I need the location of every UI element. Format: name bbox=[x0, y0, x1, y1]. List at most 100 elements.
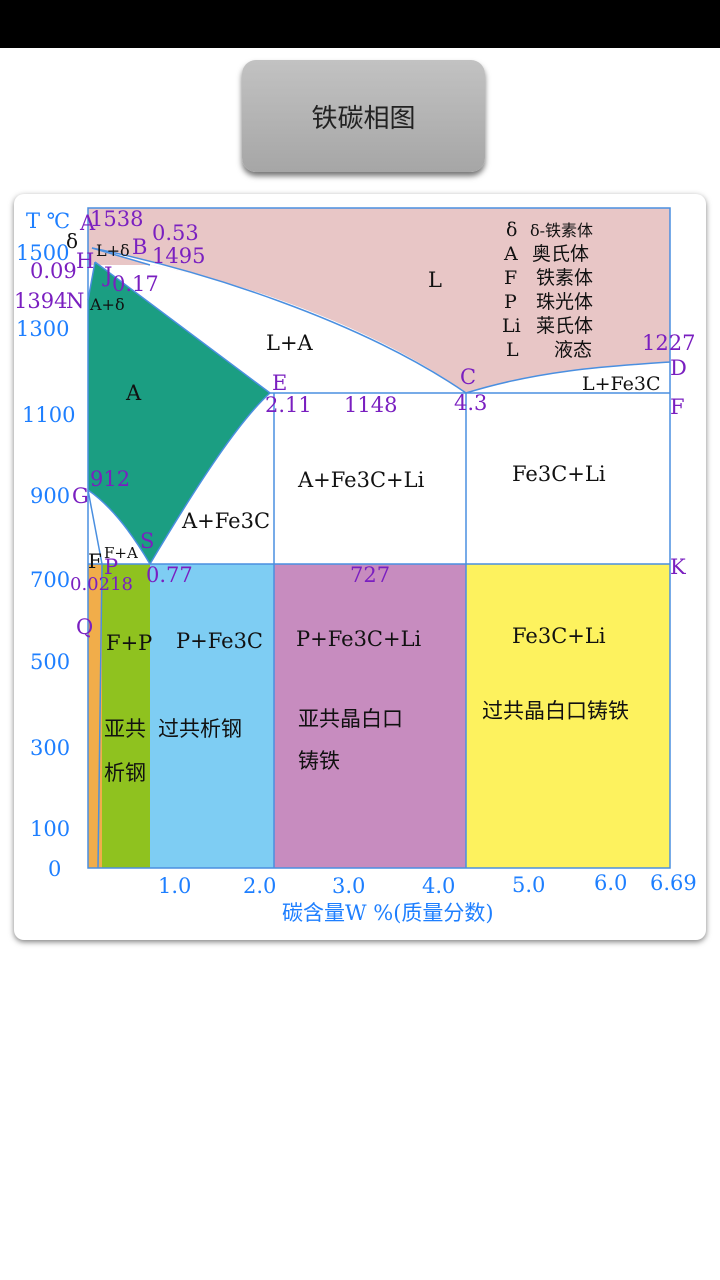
point-s: S bbox=[140, 529, 154, 553]
region-fill-p-fe3c-li bbox=[274, 564, 466, 868]
x-tick-6: 6.0 bbox=[594, 871, 627, 895]
value-1394: 1394 bbox=[14, 289, 67, 313]
point-delta: δ bbox=[66, 229, 78, 253]
value-017: 0.17 bbox=[112, 272, 159, 296]
zone-hypoeutectic-1: 亚共晶白口 bbox=[298, 707, 403, 731]
region-fill-white-liquidus bbox=[92, 248, 670, 393]
region-l-delta: L+δ bbox=[96, 241, 130, 260]
value-053: 0.53 bbox=[152, 221, 199, 245]
value-1495: 1495 bbox=[152, 244, 205, 268]
region-l-a: L+A bbox=[266, 331, 314, 355]
region-a-fe3c-li: A+Fe3C+Li bbox=[297, 468, 425, 492]
x-tick-1: 1.0 bbox=[158, 874, 191, 898]
point-f-right: F bbox=[670, 395, 685, 419]
region-a-fe3c: A+Fe3C bbox=[181, 509, 270, 533]
value-1227: 1227 bbox=[642, 331, 695, 355]
legend-desc-3: 珠光体 bbox=[536, 291, 593, 313]
value-009: 0.09 bbox=[30, 259, 77, 283]
legend-desc-1: 奥氏体 bbox=[532, 243, 589, 265]
point-a: A bbox=[79, 211, 96, 235]
legend-desc-2: 铁素体 bbox=[536, 267, 593, 289]
y-tick-700: 700 bbox=[30, 568, 70, 592]
region-f-a: F+A bbox=[104, 544, 138, 562]
pq-line bbox=[97, 563, 103, 869]
zone-hypereutectoid: 过共析钢 bbox=[158, 717, 242, 741]
point-j: J bbox=[102, 263, 112, 287]
y-tick-0: 0 bbox=[48, 857, 61, 881]
region-fill-fe3c-li bbox=[466, 564, 670, 868]
legend-sym-2: F bbox=[504, 267, 517, 289]
legend-desc-4: 莱氏体 bbox=[536, 315, 593, 337]
liquidus-line bbox=[91, 247, 467, 394]
legend-sym-1: A bbox=[503, 243, 518, 265]
region-fe3c-li-low: Fe3C+Li bbox=[512, 624, 606, 648]
value-727: 727 bbox=[350, 563, 390, 587]
x-axis-label: 碳含量W %(质量分数) bbox=[282, 901, 494, 925]
zone-hypoeutectoid-2: 析钢 bbox=[104, 761, 146, 785]
zone-hypoeutectoid-1: 亚共 bbox=[104, 717, 146, 741]
value-1538: 1538 bbox=[90, 207, 143, 231]
gp-line bbox=[87, 489, 103, 565]
acm-line bbox=[149, 392, 271, 565]
value-077: 0.77 bbox=[146, 563, 193, 587]
t-unit-label: T ℃ bbox=[26, 209, 70, 233]
legend-sym-4: Li bbox=[502, 315, 521, 337]
y-tick-500: 500 bbox=[30, 650, 70, 674]
plot-frame bbox=[87, 207, 671, 869]
legend-desc-0: δ-铁素体 bbox=[530, 221, 593, 240]
region-l-fe3c: L+Fe3C bbox=[582, 373, 661, 395]
region-a-delta: A+δ bbox=[89, 295, 125, 314]
iron-carbon-phase-diagram: T ℃ 1500 1300 1100 900 700 500 300 100 0… bbox=[14, 207, 697, 925]
y-tick-100: 100 bbox=[30, 817, 70, 841]
region-fill-f-p bbox=[102, 564, 150, 868]
region-f-p: F+P bbox=[106, 631, 152, 655]
hjb-line bbox=[87, 247, 151, 301]
a3-line bbox=[87, 489, 151, 565]
value-43: 4.3 bbox=[454, 391, 487, 415]
diagram-card: T ℃ 1500 1300 1100 900 700 500 300 100 0… bbox=[14, 194, 706, 940]
point-q: Q bbox=[76, 615, 93, 639]
y-tick-1100: 1100 bbox=[22, 403, 75, 427]
legend-sym-0: δ bbox=[506, 219, 517, 241]
x-tick-2: 2.0 bbox=[243, 874, 276, 898]
region-fill-white-mid bbox=[88, 265, 670, 564]
y-tick-1500: 1500 bbox=[16, 241, 69, 265]
point-c: C bbox=[460, 365, 476, 389]
point-h: H bbox=[76, 249, 94, 273]
iron-carbon-diagram-button[interactable]: 铁碳相图 bbox=[242, 60, 485, 172]
value-0218: 0.0218 bbox=[70, 574, 133, 595]
point-e: E bbox=[272, 371, 287, 395]
x-tick-3: 3.0 bbox=[332, 874, 365, 898]
x-tick-5: 5.0 bbox=[512, 873, 545, 897]
zone-hypereutectic: 过共晶白口铸铁 bbox=[482, 699, 629, 723]
value-211: 2.11 bbox=[265, 393, 312, 417]
region-p-fe3c: P+Fe3C bbox=[176, 629, 263, 653]
x-tick-669: 6.69 bbox=[650, 871, 697, 895]
legend-sym-3: P bbox=[504, 291, 517, 313]
region-p-fe3c-li: P+Fe3C+Li bbox=[296, 627, 422, 651]
point-n: N bbox=[66, 289, 84, 313]
region-fill-austenite bbox=[88, 262, 270, 564]
point-g: G bbox=[72, 484, 89, 508]
y-tick-300: 300 bbox=[30, 736, 70, 760]
value-1148: 1148 bbox=[344, 393, 397, 417]
y-tick-1300: 1300 bbox=[16, 317, 69, 341]
region-a: A bbox=[125, 381, 142, 405]
point-d: D bbox=[670, 356, 687, 380]
y-tick-900: 900 bbox=[30, 484, 70, 508]
liquidus-line-cd bbox=[465, 361, 671, 394]
region-fill-p-fe3c bbox=[150, 564, 274, 868]
solidus-line bbox=[94, 261, 271, 394]
zone-hypoeutectic-2: 铸铁 bbox=[298, 749, 340, 773]
region-fe3c-li-high: Fe3C+Li bbox=[512, 462, 606, 486]
value-912: 912 bbox=[90, 467, 130, 491]
point-k: K bbox=[670, 555, 686, 579]
region-l: L bbox=[428, 268, 442, 292]
point-b: B bbox=[132, 235, 147, 259]
point-f-left: F bbox=[88, 549, 102, 573]
status-bar bbox=[0, 0, 720, 48]
legend-desc-5: 液态 bbox=[554, 339, 592, 361]
legend-sym-5: L bbox=[506, 339, 519, 361]
point-p: P bbox=[104, 555, 118, 579]
x-tick-4: 4.0 bbox=[422, 874, 455, 898]
